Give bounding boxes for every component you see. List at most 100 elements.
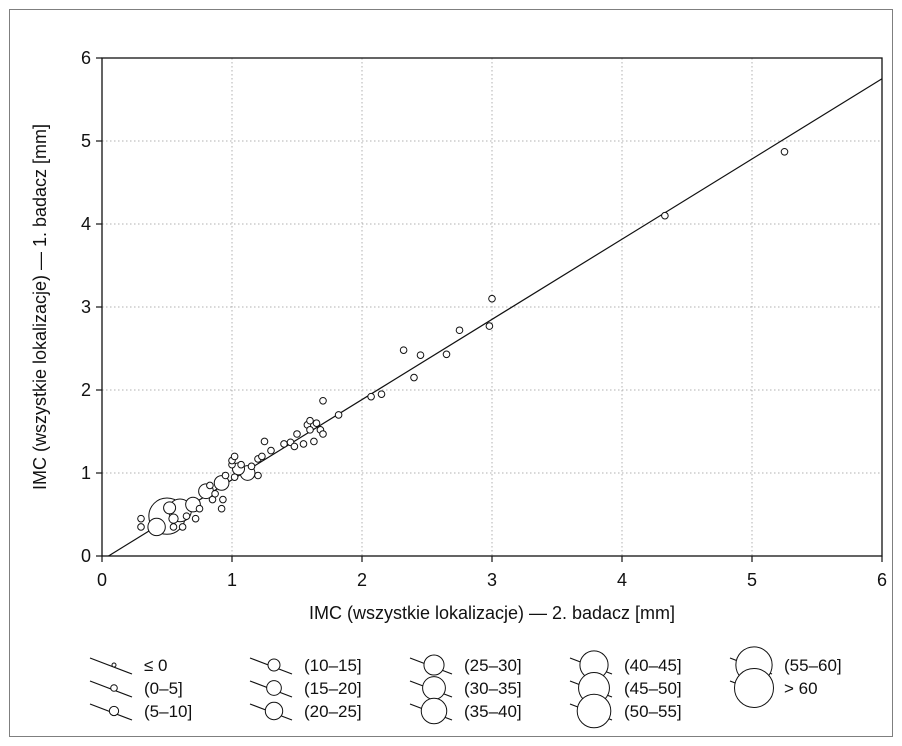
legend-label: (55–60] xyxy=(784,656,842,675)
y-tick-label: 5 xyxy=(81,131,91,151)
data-point xyxy=(213,475,230,491)
data-point xyxy=(442,350,451,359)
legend-item: (30–35] xyxy=(409,676,522,700)
legend-item: (40–45] xyxy=(569,650,682,680)
x-tick-label: 4 xyxy=(617,570,627,590)
legend-item: ≤ 0 xyxy=(89,656,168,675)
x-tick-label: 3 xyxy=(487,570,497,590)
data-point xyxy=(163,501,177,515)
data-point xyxy=(306,416,314,425)
legend-line-symbol xyxy=(89,657,133,675)
y-tick-label: 2 xyxy=(81,380,91,400)
legend-label: > 60 xyxy=(784,679,818,698)
x-tick-label: 0 xyxy=(97,570,107,590)
data-point xyxy=(230,473,239,481)
data-point xyxy=(168,513,179,524)
legend-marker xyxy=(264,701,284,721)
x-tick-label: 2 xyxy=(357,570,367,590)
x-axis-label: IMC (wszystkie lokalizacje) — 2. badacz … xyxy=(309,603,675,623)
legend-item: (25–30] xyxy=(409,654,522,676)
chart-frame xyxy=(9,9,893,737)
data-point xyxy=(299,440,308,448)
data-point xyxy=(410,373,418,382)
data-point xyxy=(312,419,321,428)
data-point xyxy=(254,471,262,480)
legend-label: (5–10] xyxy=(144,702,192,721)
data-point xyxy=(237,460,245,469)
data-point xyxy=(195,504,204,513)
data-point xyxy=(211,489,219,498)
data-points xyxy=(137,147,789,537)
legend-label: (40–45] xyxy=(624,656,682,675)
data-point xyxy=(367,392,375,401)
legend-item: (5–10] xyxy=(89,702,192,721)
legend-item: (15–20] xyxy=(249,679,362,698)
data-point xyxy=(147,517,166,537)
y-axis-label: IMC (wszystkie lokalizacje) — 1. badacz … xyxy=(30,124,50,490)
legend-marker xyxy=(420,697,448,725)
legend: ≤ 0 (0–5] (5–10] (10–15] (15–20] (20–25] (25–3… xyxy=(89,646,842,729)
data-point xyxy=(661,211,669,220)
data-point xyxy=(293,430,301,438)
data-point xyxy=(137,514,145,523)
legend-marker xyxy=(108,705,120,717)
data-point xyxy=(217,504,226,513)
data-point xyxy=(319,396,327,405)
data-point xyxy=(319,430,327,438)
y-tick-label: 3 xyxy=(81,297,91,317)
legend-label: (30–35] xyxy=(464,679,522,698)
y-tick-label: 1 xyxy=(81,463,91,483)
data-point xyxy=(377,390,386,398)
legend-label: (20–25] xyxy=(304,702,362,721)
data-point xyxy=(334,411,343,419)
data-point xyxy=(221,471,230,480)
data-point xyxy=(306,426,314,434)
data-point xyxy=(230,452,239,461)
data-point xyxy=(182,512,191,520)
legend-label: (35–40] xyxy=(464,702,522,721)
data-point xyxy=(399,346,408,354)
legend-label: ≤ 0 xyxy=(144,656,168,675)
legend-item: (0–5] xyxy=(89,679,183,698)
legend-label: (25–30] xyxy=(464,656,522,675)
legend-label: (0–5] xyxy=(144,679,183,698)
legend-marker xyxy=(734,668,774,708)
data-point xyxy=(247,462,256,471)
data-point xyxy=(260,437,269,446)
legend-marker xyxy=(266,680,282,696)
data-point xyxy=(310,437,318,446)
data-point xyxy=(219,495,227,504)
legend-item: (50–55] xyxy=(569,693,682,729)
data-point xyxy=(416,351,425,359)
data-point xyxy=(267,446,275,455)
x-tick-label: 1 xyxy=(227,570,237,590)
x-tick-label: 5 xyxy=(747,570,757,590)
legend-label: (15–20] xyxy=(304,679,362,698)
data-point xyxy=(280,440,288,448)
data-point xyxy=(290,442,299,451)
legend-item: (10–15] xyxy=(249,656,362,675)
data-point xyxy=(137,523,145,531)
data-point xyxy=(780,147,789,156)
legend-marker xyxy=(110,684,118,692)
legend-marker xyxy=(267,658,281,672)
legend-label: (50–55] xyxy=(624,702,682,721)
legend-item: (20–25] xyxy=(249,701,362,721)
data-point xyxy=(485,322,494,330)
legend-marker xyxy=(111,662,117,668)
legend-item: > 60 xyxy=(729,668,818,708)
legend-item: (35–40] xyxy=(409,697,522,725)
legend-label: (10–15] xyxy=(304,656,362,675)
y-tick-label: 4 xyxy=(81,214,91,234)
grid-lines xyxy=(102,58,882,556)
legend-label: (45–50] xyxy=(624,679,682,698)
data-point xyxy=(488,294,496,303)
data-point xyxy=(455,326,464,335)
legend-marker xyxy=(422,676,446,700)
x-tick-label: 6 xyxy=(877,570,887,590)
data-point xyxy=(169,523,178,531)
legend-marker xyxy=(576,693,612,729)
legend-marker xyxy=(423,654,445,676)
data-point xyxy=(206,481,214,490)
